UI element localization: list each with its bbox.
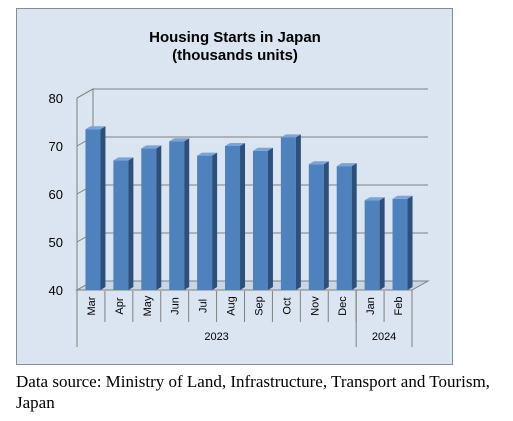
bar-side (351, 163, 357, 290)
bar-side (100, 126, 106, 290)
x-tick-label: Jun (170, 297, 182, 315)
x-tick-label: Jul (198, 299, 210, 313)
chart-title-line-1: Housing Starts in Japan (149, 29, 321, 46)
x-tick-label: May (142, 295, 154, 316)
y-tick-label: 60 (49, 187, 63, 202)
bar-front (364, 200, 380, 290)
bar-side (240, 143, 246, 290)
y-gridline (76, 136, 428, 147)
x-tick-label: Oct (281, 297, 293, 314)
y-tick-label: 70 (49, 139, 63, 154)
bar-side (323, 161, 329, 290)
bar-side (379, 197, 385, 290)
x-tick-label: Dec (337, 296, 349, 316)
data-source-note: Data source: Ministry of Land, Infrastru… (16, 372, 490, 412)
bar-side (184, 138, 190, 290)
y-tick-label: 50 (49, 235, 63, 250)
bar-top (392, 195, 413, 199)
bar-side (295, 134, 301, 290)
x-tick-label: Mar (86, 296, 98, 315)
x-tick-label: Apr (114, 297, 126, 314)
bar-side (212, 152, 218, 290)
bar-top (280, 134, 301, 138)
x-tick-label: Feb (393, 297, 405, 316)
bar-front (85, 129, 101, 290)
bar-top (364, 197, 385, 201)
bar-front (197, 155, 213, 290)
bar-top (169, 138, 190, 142)
bar-front (141, 148, 157, 290)
bar-side (128, 157, 134, 290)
bar-side (267, 147, 273, 290)
chart-title-line-2: (thousands units) (172, 47, 298, 64)
x-tick-label: Aug (226, 296, 238, 316)
bar-front (336, 166, 352, 290)
bar-chart: Housing Starts in Japan (thousands units… (49, 29, 430, 347)
bar-top (113, 157, 134, 161)
bar-front (225, 146, 241, 290)
bar-top (252, 147, 273, 151)
bar-top (336, 163, 357, 167)
bar-top (141, 145, 162, 149)
y-tick-label: 80 (49, 91, 63, 106)
bar-front (252, 150, 268, 290)
bar-side (407, 195, 413, 290)
x-tick-label: Nov (309, 296, 321, 316)
bar-top (85, 126, 106, 130)
y-gridline (76, 88, 428, 99)
bar-front (113, 160, 129, 290)
bar-front (280, 137, 296, 290)
bar-top (225, 143, 246, 146)
chart-frame: Housing Starts in Japan (thousands units… (16, 8, 453, 365)
x-group-label: 2024 (372, 331, 396, 343)
bar-side (156, 145, 162, 290)
x-group-label: 2023 (204, 331, 228, 343)
bar-top (308, 161, 329, 165)
bar-top (197, 152, 218, 156)
y-tick-label: 40 (49, 283, 63, 298)
bar-front (308, 164, 324, 290)
bar-front (392, 198, 408, 290)
bar-front (169, 141, 185, 290)
x-tick-label: Jan (365, 297, 377, 315)
x-tick-label: Sep (253, 296, 265, 316)
